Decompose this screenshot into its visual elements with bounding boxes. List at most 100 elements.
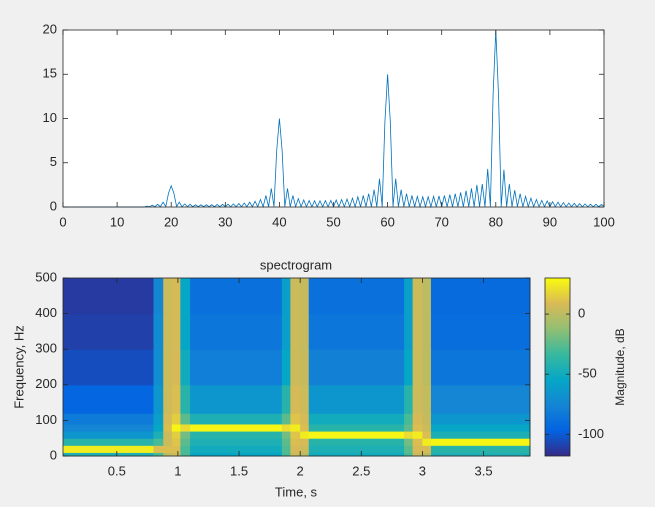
spectrogram-cell — [153, 349, 164, 386]
spectrogram-cell — [171, 413, 181, 425]
spectrogram-cell — [163, 349, 173, 386]
spectrogram-cell — [180, 423, 191, 432]
spectrogram-cell — [163, 438, 173, 446]
spectrum-line — [63, 29, 605, 209]
spectrogram-cell — [422, 278, 432, 315]
spectrogram-cell — [190, 431, 283, 439]
spectrogram-cell — [404, 452, 414, 457]
axes-box — [62, 277, 531, 457]
spectrogram-cell — [290, 278, 301, 315]
spectrogram-cell — [290, 431, 301, 439]
x-tick-label: 0.5 — [108, 463, 126, 478]
spectrogram-cell — [412, 438, 423, 446]
spectrogram-cell — [163, 423, 173, 432]
spectrogram-cell — [290, 452, 301, 457]
colorbar — [545, 278, 570, 456]
spectrogram-cell — [308, 438, 405, 446]
spectrogram-cell — [430, 384, 531, 414]
spectrogram-cell — [190, 445, 283, 453]
colorbar-label: Magnitude, dB — [613, 328, 627, 405]
spectrogram-cell — [281, 445, 291, 453]
spectrogram-cell — [290, 438, 301, 446]
spectrogram-cell — [281, 278, 291, 315]
spectrogram-cell — [290, 313, 301, 350]
spectrogram-cell — [163, 313, 173, 350]
x-axis-label: Time, s — [275, 484, 318, 499]
spectrogram-cell — [404, 384, 414, 414]
spectrogram-cell — [412, 413, 423, 425]
spectrogram-cell — [281, 349, 291, 386]
spectrogram-cell — [153, 452, 164, 457]
spectrogram-cell — [300, 438, 310, 446]
spectrogram-cell — [163, 431, 173, 439]
spectrogram-cell — [430, 349, 531, 386]
spectrogram-cell — [63, 313, 154, 350]
x-tick-label: 70 — [434, 214, 448, 229]
spectrogram-cell — [290, 423, 301, 432]
spectrogram-cell — [300, 384, 310, 414]
spectrogram-cell — [300, 349, 310, 386]
y-tick-label: 10 — [43, 110, 57, 125]
spectrogram-cell — [163, 445, 173, 453]
y-tick-label: 0 — [50, 447, 57, 462]
spectrogram-cell — [430, 438, 531, 446]
spectrogram-cell — [308, 413, 405, 425]
spectrogram-cell — [63, 423, 154, 432]
spectrogram-cell — [300, 431, 310, 439]
spectrogram-cell — [190, 278, 283, 315]
x-tick-label: 0 — [59, 214, 66, 229]
plot-area — [63, 30, 604, 207]
y-tick-label: 100 — [35, 412, 57, 427]
spectrogram-cell — [171, 278, 181, 315]
spectrogram-cell — [153, 278, 164, 315]
spectrogram-cell — [190, 438, 283, 446]
spectrogram-cell — [190, 384, 283, 414]
spectrogram-cell — [422, 349, 432, 386]
spectrogram-cell — [430, 452, 531, 457]
y-tick-label: 5 — [50, 154, 57, 169]
x-tick-label: 3.5 — [475, 463, 493, 478]
x-tick-label: 100 — [593, 214, 615, 229]
x-tick-label: 2 — [297, 463, 304, 478]
spectrogram-cell — [63, 431, 154, 439]
spectrogram-cell — [153, 423, 164, 432]
spectrogram-cell — [281, 384, 291, 414]
spectrogram-cell — [430, 445, 531, 453]
spectrogram-cell — [404, 413, 414, 425]
spectrogram-cell — [180, 313, 191, 350]
x-tick-label: 2.5 — [352, 463, 370, 478]
spectrogram-cell — [163, 278, 173, 315]
spectrogram-cell — [281, 452, 291, 457]
y-tick-label: 300 — [35, 341, 57, 356]
spectrogram-cell — [171, 438, 181, 446]
spectrogram-cell — [430, 278, 531, 315]
spectrogram-cell — [308, 384, 405, 414]
spectrogram-cell — [180, 445, 191, 453]
spectrogram-cell — [422, 431, 432, 439]
spectrogram-cell — [412, 423, 423, 432]
spectrogram-cell — [171, 423, 181, 432]
spectrogram-cell — [180, 452, 191, 457]
spectrogram-cell — [171, 452, 181, 457]
spectrogram-cell — [290, 413, 301, 425]
y-tick-label: 400 — [35, 305, 57, 320]
spectrogram-cell — [171, 431, 181, 439]
spectrogram-cell — [171, 445, 181, 453]
spectrogram-cell — [300, 313, 310, 350]
y-tick-label: 20 — [43, 21, 57, 36]
spectrogram-cell — [190, 423, 283, 432]
spectrogram-cell — [412, 313, 423, 350]
spectrogram-cell — [171, 349, 181, 386]
spectrogram-cell — [63, 349, 154, 386]
colorbar-box — [544, 277, 571, 457]
chart-title: spectrogram — [260, 257, 332, 272]
spectrogram-cell — [412, 384, 423, 414]
spectrogram-cell — [290, 384, 301, 414]
spectrogram-cell — [190, 452, 283, 457]
spectrogram-cell — [412, 445, 423, 453]
spectrogram-cell — [281, 438, 291, 446]
x-tick-label: 50 — [326, 214, 340, 229]
x-tick-label: 80 — [489, 214, 503, 229]
spectrogram-cell — [404, 313, 414, 350]
